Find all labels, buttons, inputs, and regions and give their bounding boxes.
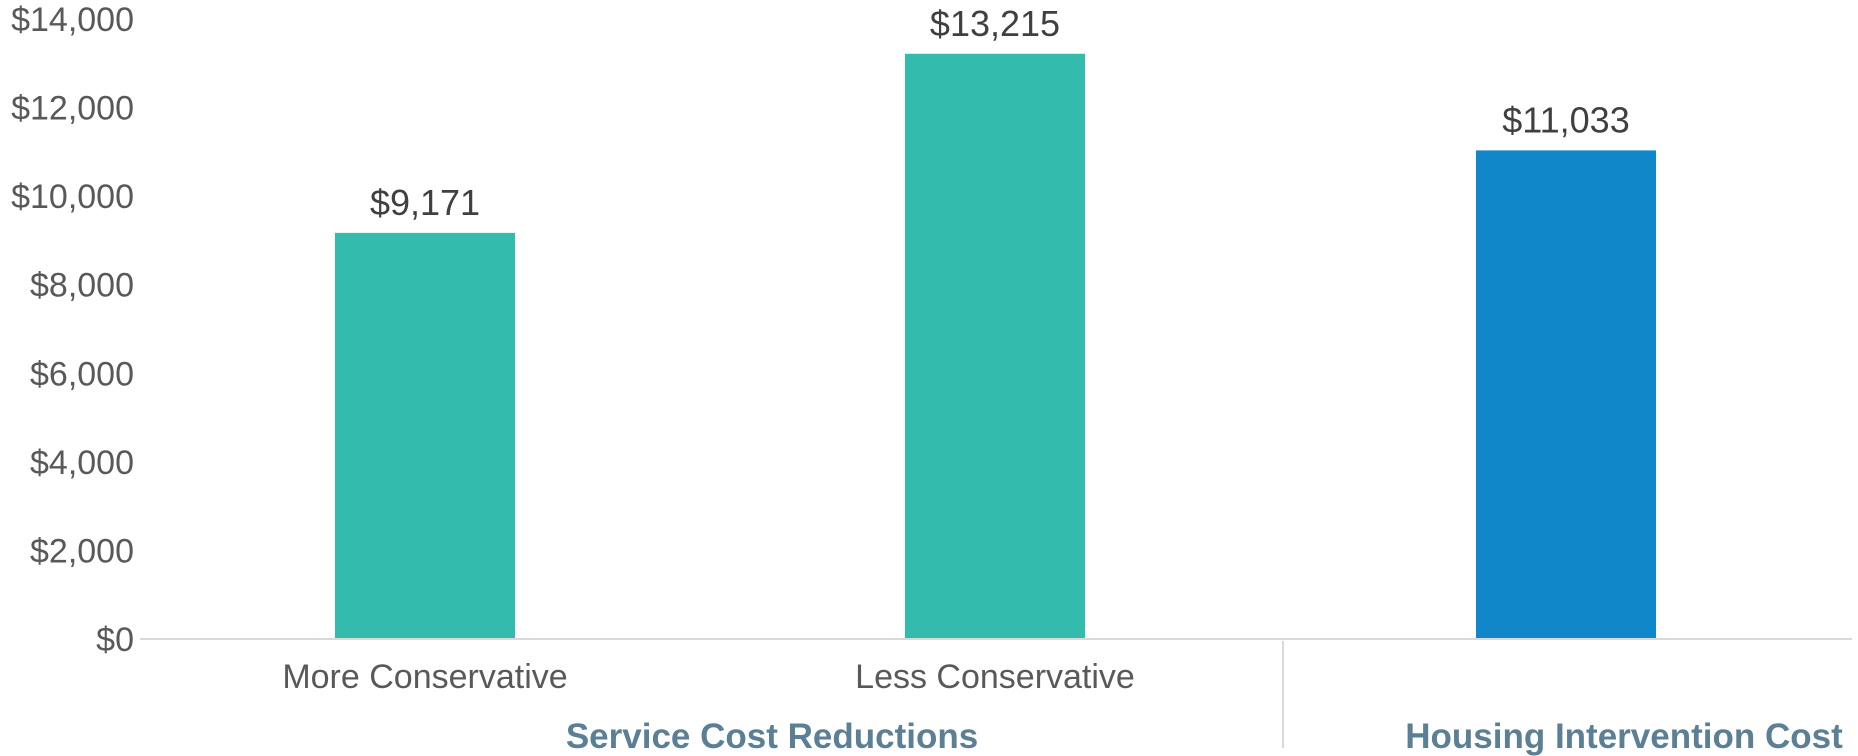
y-tick-label: $12,000	[11, 90, 134, 128]
category-labels: More Conservative Less Conservative	[282, 658, 1135, 696]
y-tick-label: $0	[96, 621, 134, 659]
data-labels: $9,171 $13,215 $11,033	[370, 3, 1630, 223]
y-tick-label: $2,000	[30, 532, 134, 570]
y-tick-label: $8,000	[30, 267, 134, 305]
x-tick-label: Less Conservative	[855, 658, 1135, 696]
bar	[905, 53, 1085, 640]
data-label: $9,171	[370, 182, 480, 223]
y-tick-label: $10,000	[11, 178, 134, 216]
group-label: Housing Intervention Cost	[1405, 717, 1843, 756]
bars	[335, 53, 1656, 640]
data-label: $13,215	[930, 3, 1060, 44]
y-axis: $0 $2,000 $4,000 $6,000 $8,000 $10,000 $12,000…	[11, 1, 134, 659]
x-tick-label: More Conservative	[282, 658, 567, 696]
data-label: $11,033	[1502, 99, 1629, 140]
group-labels: Service Cost Reductions Housing Intervent…	[566, 717, 1843, 756]
y-tick-label: $14,000	[11, 1, 134, 39]
bar	[1476, 150, 1656, 639]
bar	[335, 232, 515, 639]
group-label: Service Cost Reductions	[566, 717, 978, 756]
y-tick-label: $6,000	[30, 355, 134, 393]
y-tick-label: $4,000	[30, 444, 134, 482]
